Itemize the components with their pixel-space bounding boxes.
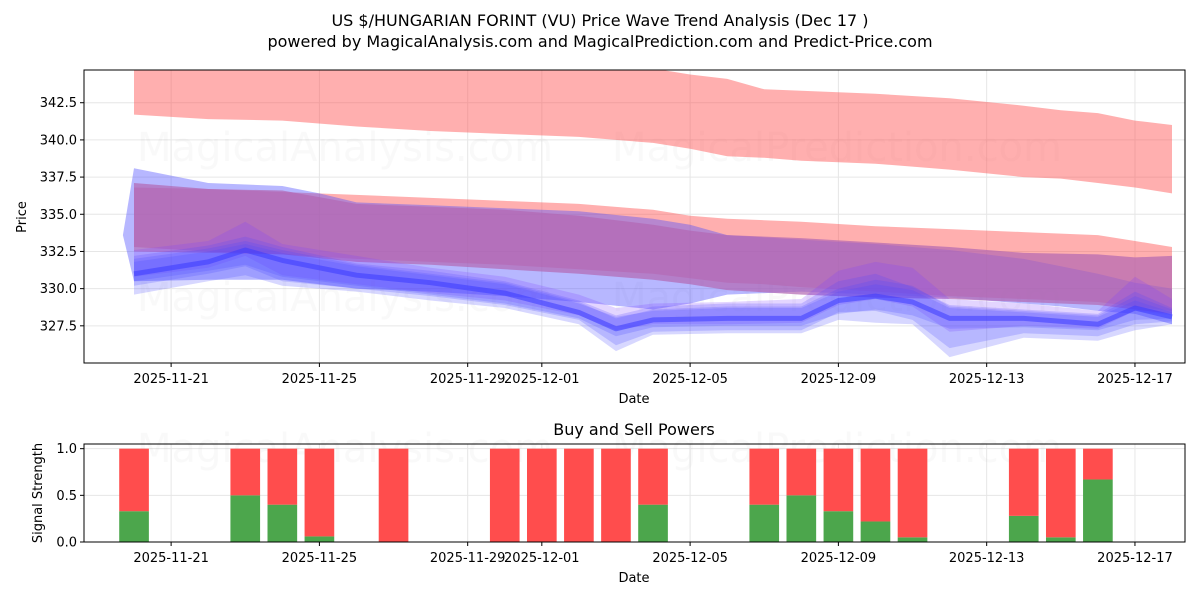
sell-bar <box>638 448 668 505</box>
sell-bar <box>1045 448 1076 538</box>
price-x-tick-label: 2025-11-29 <box>430 372 506 387</box>
wave-center-line <box>133 247 1173 332</box>
buy-bar <box>267 504 298 542</box>
buy-bar <box>230 495 261 542</box>
price-y-ticks: 327.5 330.0 332.5 335.0 337.5 340.0 342.5 <box>40 96 84 334</box>
power-x-tick-label: 2025-12-09 <box>801 551 877 566</box>
buy-bar <box>786 495 817 542</box>
sell-bar <box>378 448 409 542</box>
sell-bar <box>1008 448 1039 516</box>
power-x-tick-label: 2025-11-29 <box>430 551 506 566</box>
power-x-tick-label: 2025-12-01 <box>504 551 580 566</box>
price-panel: MagicalAnalysis.com MagicalPrediction.co… <box>15 69 1186 407</box>
power-x-tick-label: 2025-11-25 <box>282 551 358 566</box>
price-x-tick-label: 2025-12-13 <box>949 372 1025 387</box>
sell-bar <box>119 448 149 512</box>
buy-bar <box>304 536 335 542</box>
sell-bar <box>564 448 594 542</box>
price-y-tick-label: 330.0 <box>40 282 77 297</box>
price-y-tick-label: 335.0 <box>40 208 77 223</box>
power-y-label: Signal Strength <box>31 443 46 543</box>
price-bands <box>122 70 1173 358</box>
power-x-ticks: 2025-11-21 2025-11-25 2025-11-292025-12-01… <box>133 542 1173 566</box>
price-y-label: Price <box>15 201 30 233</box>
buy-bar <box>1083 479 1113 542</box>
watermark-left-top: MagicalAnalysis.com <box>137 125 553 171</box>
chart-title-line2: powered by MagicalAnalysis.com and Magic… <box>267 32 932 51</box>
power-y-tick-label: 1.0 <box>56 442 77 457</box>
watermark-right-top: MagicalPrediction.com <box>612 125 1062 171</box>
price-x-tick-label: 2025-12-01 <box>504 372 580 387</box>
buy-bar <box>823 511 854 542</box>
buy-bar <box>638 504 668 542</box>
buy-bar <box>1008 515 1039 542</box>
buy-bar <box>119 511 149 542</box>
power-x-label: Date <box>618 571 649 586</box>
power-plot-frame <box>83 443 1186 543</box>
wave-4 <box>134 244 1172 337</box>
wave-1 <box>134 236 1172 349</box>
sell-bar <box>230 448 261 496</box>
sell-bar <box>860 448 891 522</box>
price-x-tick-label: 2025-11-25 <box>282 372 358 387</box>
wave-3 <box>134 241 1172 358</box>
price-y-tick-label: 332.5 <box>40 245 77 260</box>
price-x-tick-label: 2025-12-05 <box>652 372 728 387</box>
power-panel: Buy and Sell Powers MagicalAnalysis.com … <box>31 420 1186 586</box>
sell-bar <box>823 448 854 512</box>
power-x-tick-label: 2025-12-17 <box>1097 551 1173 566</box>
buy-bar <box>1045 537 1076 542</box>
power-y-tick-label: 0.5 <box>56 489 77 504</box>
price-y-tick-label: 342.5 <box>40 96 77 111</box>
price-y-tick-label: 340.0 <box>40 133 77 148</box>
sell-bar <box>526 448 557 542</box>
power-x-tick-label: 2025-12-13 <box>949 551 1025 566</box>
chart-title-line1: US $/HUNGARIAN FORINT (VU) Price Wave Tr… <box>331 11 868 30</box>
buy-bar <box>897 537 928 542</box>
sell-bar <box>601 448 631 542</box>
purple-band <box>134 183 1172 314</box>
watermark-bottom-left: MagicalAnalysis.com <box>137 426 553 472</box>
buy-bar <box>860 521 891 542</box>
upper-red-band <box>134 70 1172 194</box>
power-x-tick-label: 2025-11-21 <box>133 551 209 566</box>
sell-bar <box>897 448 928 538</box>
sell-bar <box>749 448 780 505</box>
power-y-tick-label: 0.0 <box>56 536 77 551</box>
power-x-tick-label: 2025-12-05 <box>652 551 728 566</box>
watermark-left-mid: MagicalAnalysis.com <box>137 275 553 321</box>
sell-bar <box>489 448 520 542</box>
sell-bar <box>786 448 817 496</box>
sell-bar <box>267 448 298 505</box>
price-x-tick-label: 2025-12-17 <box>1097 372 1173 387</box>
price-plot-frame <box>83 69 1186 364</box>
power-title: Buy and Sell Powers <box>553 420 715 439</box>
price-x-tick-label: 2025-11-21 <box>133 372 209 387</box>
sell-bar <box>304 448 335 537</box>
power-y-ticks: 0.0 0.5 1.0 <box>56 442 84 551</box>
sell-bar <box>1083 448 1113 480</box>
power-bars <box>119 448 1113 542</box>
price-y-tick-label: 327.5 <box>40 319 77 334</box>
price-x-tick-label: 2025-12-09 <box>801 372 877 387</box>
buy-bar <box>749 504 780 542</box>
price-y-tick-label: 337.5 <box>40 171 77 186</box>
price-x-ticks: 2025-11-21 2025-11-25 2025-11-292025-12-01… <box>133 363 1173 387</box>
price-x-label: Date <box>618 392 649 407</box>
